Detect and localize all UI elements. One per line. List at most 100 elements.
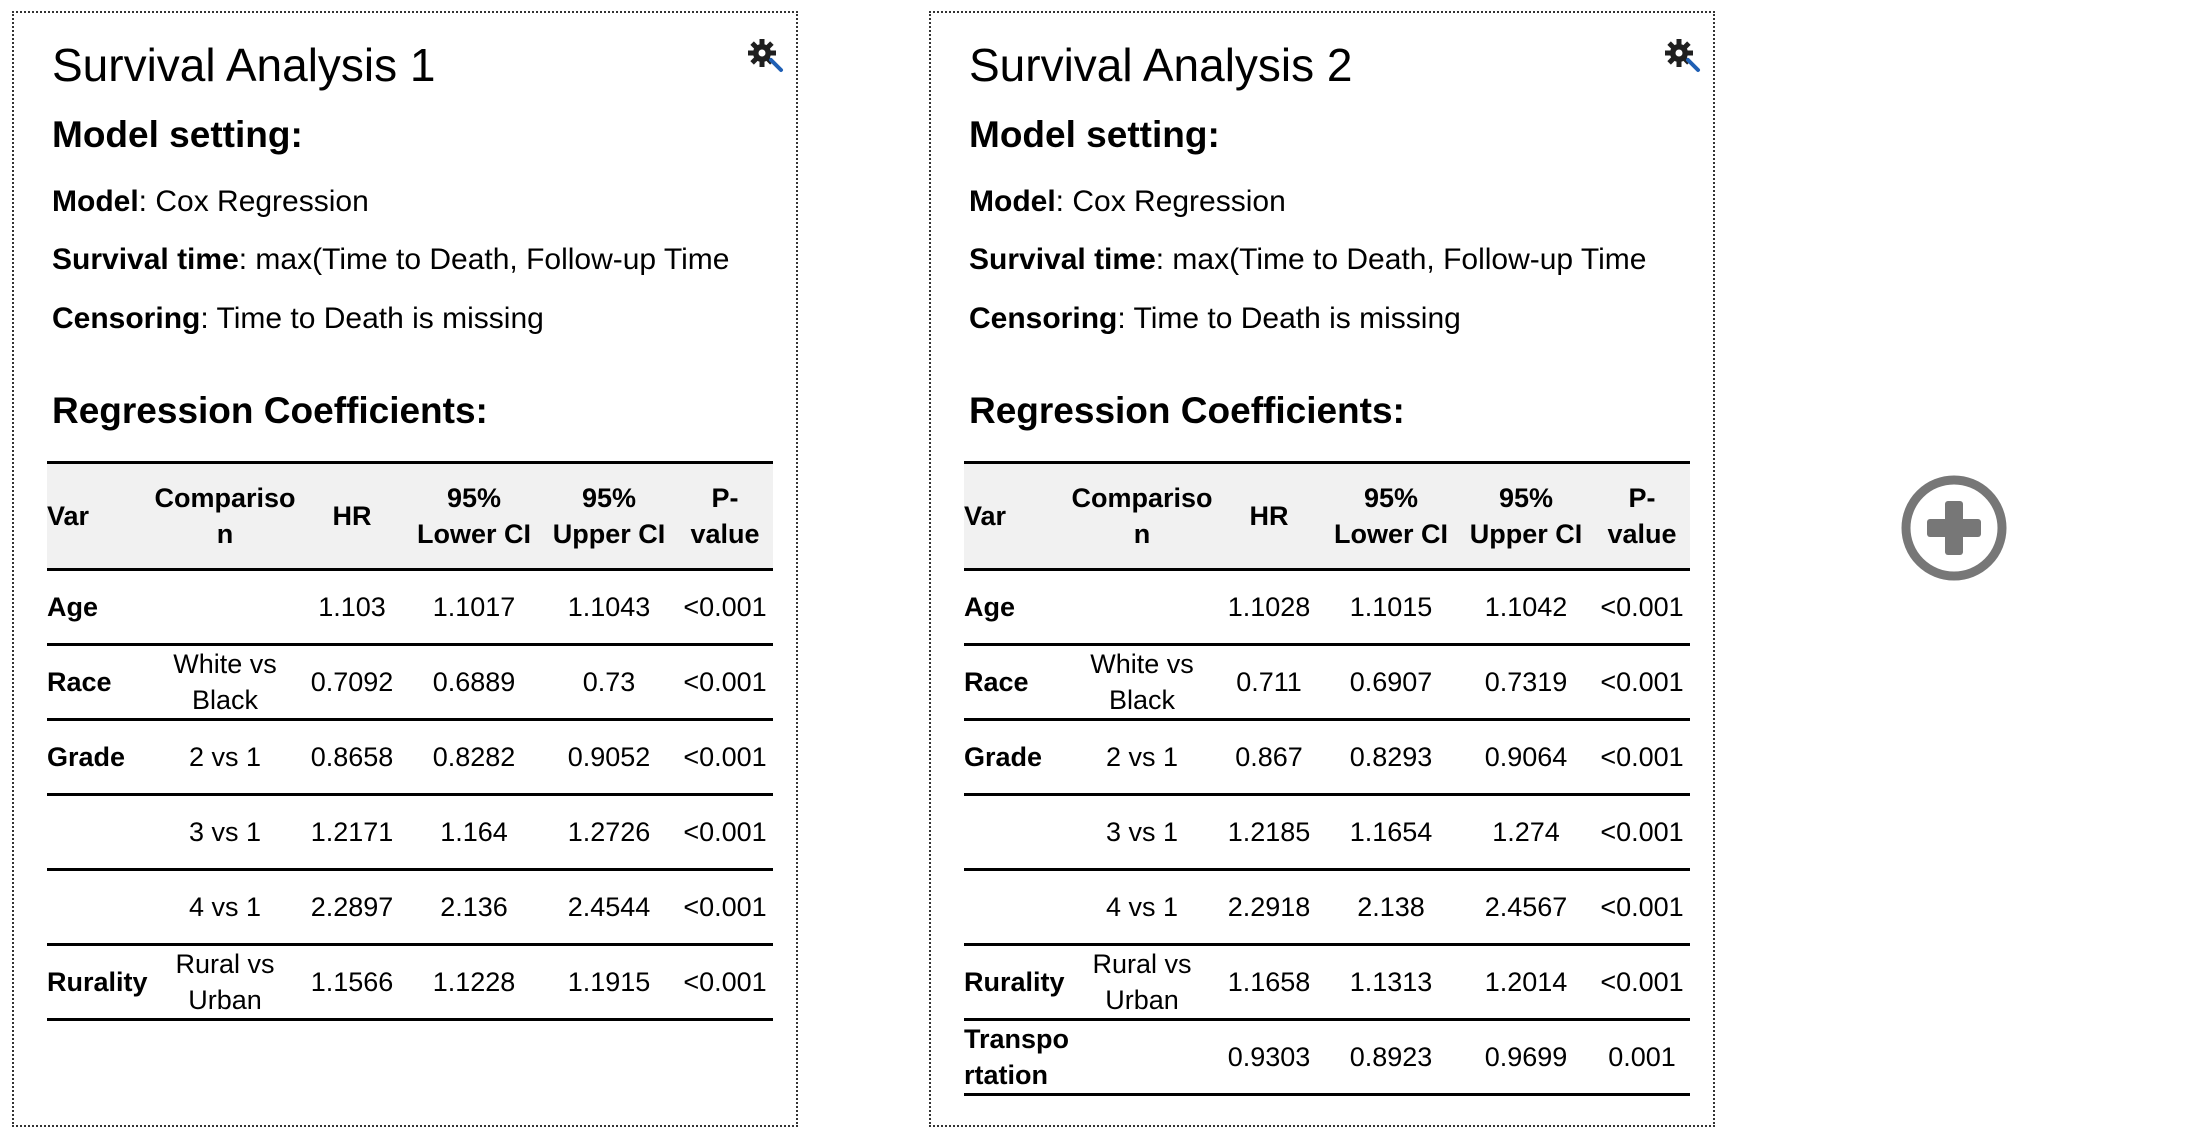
table-cell: 0.7092 xyxy=(297,644,407,721)
table-cell: 1.1654 xyxy=(1324,794,1458,871)
table-row: 4 vs 1 2.2897 2.136 2.4544 <0.001 xyxy=(47,869,773,946)
table-cell: 0.8282 xyxy=(407,719,541,796)
table-row: 3 vs 1 1.2171 1.164 1.2726 <0.001 xyxy=(47,794,773,871)
table-cell: 2.4567 xyxy=(1458,869,1594,946)
table-cell: 1.1017 xyxy=(407,569,541,646)
model-setting-model: Model: Cox Regression xyxy=(52,185,369,218)
table-cell: <0.001 xyxy=(1594,869,1690,946)
table-cell: 2 vs 1 xyxy=(153,719,297,796)
table-cell: 0.73 xyxy=(541,644,677,721)
column-header: HR xyxy=(1214,461,1324,571)
table-cell: Grade xyxy=(964,719,1070,796)
card-title: Survival Analysis 1 xyxy=(52,39,436,91)
table-cell xyxy=(1070,569,1214,646)
table-cell: 1.1658 xyxy=(1214,944,1324,1021)
regression-coefficients-table: Var Compariso n HR 95% Lower CI 95% Uppe… xyxy=(47,461,773,1021)
table-cell: 2 vs 1 xyxy=(1070,719,1214,796)
table-cell: <0.001 xyxy=(1594,944,1690,1021)
table-cell: Rural vs Urban xyxy=(153,944,297,1021)
table-row: Race White vs Black 0.7092 0.6889 0.73 <0.001 xyxy=(47,644,773,721)
table-cell: 0.8293 xyxy=(1324,719,1458,796)
table-cell: 1.1915 xyxy=(541,944,677,1021)
table-cell: 1.1313 xyxy=(1324,944,1458,1021)
column-header: P- value xyxy=(677,461,773,571)
settings-gear-button[interactable] xyxy=(1661,33,1701,73)
table-cell: 1.2185 xyxy=(1214,794,1324,871)
regression-coefficients-table: Var Compariso n HR 95% Lower CI 95% Uppe… xyxy=(964,461,1690,1096)
table-header-row: Var Compariso n HR 95% Lower CI 95% Uppe… xyxy=(964,461,1690,571)
table-cell: 0.9064 xyxy=(1458,719,1594,796)
table-cell: 0.9303 xyxy=(1214,1019,1324,1096)
table-cell: <0.001 xyxy=(677,569,773,646)
table-cell: Transpo rtation xyxy=(964,1019,1070,1096)
survival-analysis-card-2: Survival Analysis 2 Model setting: xyxy=(929,11,1715,1127)
table-cell: 2.2918 xyxy=(1214,869,1324,946)
table-cell: 0.9052 xyxy=(541,719,677,796)
table-cell xyxy=(964,794,1070,871)
table-cell: <0.001 xyxy=(1594,794,1690,871)
table-cell: 0.7319 xyxy=(1458,644,1594,721)
model-setting-survival-time: Survival time: max(Time to Death, Follow… xyxy=(52,243,730,276)
table-cell: 0.8923 xyxy=(1324,1019,1458,1096)
table-cell: 1.1566 xyxy=(297,944,407,1021)
table-cell: White vs Black xyxy=(1070,644,1214,721)
table-cell: Age xyxy=(47,569,153,646)
table-row: 4 vs 1 2.2918 2.138 2.4567 <0.001 xyxy=(964,869,1690,946)
table-cell: 0.8658 xyxy=(297,719,407,796)
table-row: Grade 2 vs 1 0.8658 0.8282 0.9052 <0.001 xyxy=(47,719,773,796)
table-cell: <0.001 xyxy=(677,869,773,946)
table-cell: 0.6907 xyxy=(1324,644,1458,721)
model-setting-heading: Model setting: xyxy=(969,114,1220,155)
settings-gear-button[interactable] xyxy=(744,33,784,73)
table-cell: 1.2014 xyxy=(1458,944,1594,1021)
table-cell: Rurality xyxy=(47,944,153,1021)
table-cell: Rural vs Urban xyxy=(1070,944,1214,1021)
column-header: Var xyxy=(964,461,1070,571)
table-cell: 2.4544 xyxy=(541,869,677,946)
table-header-row: Var Compariso n HR 95% Lower CI 95% Uppe… xyxy=(47,461,773,571)
column-header: Compariso n xyxy=(153,461,297,571)
gear-icon xyxy=(748,39,783,72)
table-cell: 1.164 xyxy=(407,794,541,871)
table-cell: 4 vs 1 xyxy=(153,869,297,946)
regression-coefficients-heading: Regression Coefficients: xyxy=(52,390,488,431)
table-row: 3 vs 1 1.2185 1.1654 1.274 <0.001 xyxy=(964,794,1690,871)
table-cell: <0.001 xyxy=(677,644,773,721)
survival-analysis-card-1: Survival Analysis 1 Model setting: xyxy=(12,11,798,1127)
table-cell xyxy=(153,569,297,646)
model-setting-censoring: Censoring: Time to Death is missing xyxy=(969,302,1461,335)
card-title: Survival Analysis 2 xyxy=(969,39,1353,91)
table-cell: Race xyxy=(47,644,153,721)
table-row: Rurality Rural vs Urban 1.1566 1.1228 1.1915… xyxy=(47,944,773,1021)
table-cell: <0.001 xyxy=(1594,569,1690,646)
table-cell: 3 vs 1 xyxy=(153,794,297,871)
model-setting-censoring: Censoring: Time to Death is missing xyxy=(52,302,544,335)
table-cell: 2.136 xyxy=(407,869,541,946)
table-cell: 1.1015 xyxy=(1324,569,1458,646)
gear-icon xyxy=(1665,39,1700,72)
table-cell: 0.711 xyxy=(1214,644,1324,721)
table-cell: Rurality xyxy=(964,944,1070,1021)
model-setting-heading: Model setting: xyxy=(52,114,303,155)
table-cell: 3 vs 1 xyxy=(1070,794,1214,871)
table-row: Rurality Rural vs Urban 1.1658 1.1313 1.2014… xyxy=(964,944,1690,1021)
table-cell: 4 vs 1 xyxy=(1070,869,1214,946)
table-cell: 1.274 xyxy=(1458,794,1594,871)
column-header: 95% Upper CI xyxy=(1458,461,1594,571)
table-cell: 1.2726 xyxy=(541,794,677,871)
column-header: 95% Upper CI xyxy=(541,461,677,571)
table-cell: <0.001 xyxy=(677,794,773,871)
table-row: Age 1.1028 1.1015 1.1042 <0.001 xyxy=(964,569,1690,646)
column-header: HR xyxy=(297,461,407,571)
regression-coefficients-heading: Regression Coefficients: xyxy=(969,390,1405,431)
circle-plus-icon xyxy=(1901,475,2007,581)
table-row: Age 1.103 1.1017 1.1043 <0.001 xyxy=(47,569,773,646)
table-cell: 1.1028 xyxy=(1214,569,1324,646)
table-cell xyxy=(47,794,153,871)
add-analysis-button[interactable] xyxy=(1900,474,2008,582)
table-cell xyxy=(964,869,1070,946)
table-cell: 1.103 xyxy=(297,569,407,646)
table-row: Transpo rtation 0.9303 0.8923 0.9699 0.001 xyxy=(964,1019,1690,1096)
table-cell: 0.867 xyxy=(1214,719,1324,796)
table-cell xyxy=(1070,1019,1214,1096)
